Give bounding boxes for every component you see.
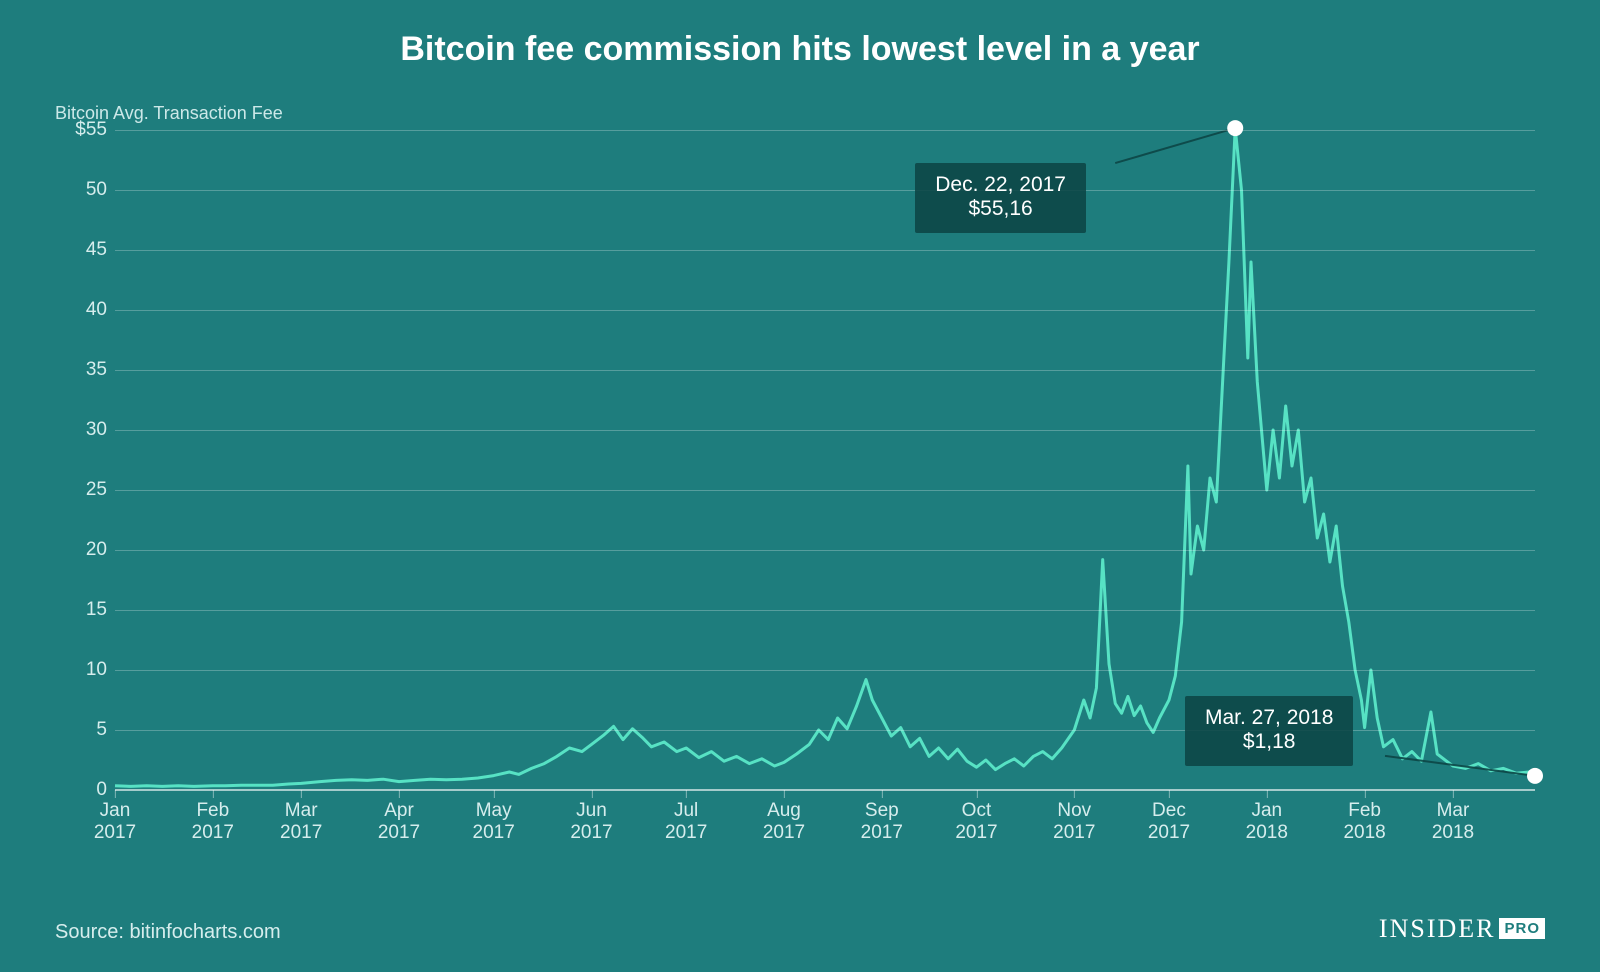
gridline <box>115 310 1535 311</box>
fee-series-line <box>115 128 1535 786</box>
source-text: Source: bitinfocharts.com <box>55 921 281 944</box>
x-tick-label: Jul2017 <box>665 800 707 844</box>
plot-wrap: Bitcoin Avg. Transaction Fee $5550454035… <box>55 103 1545 830</box>
brand-name: INSIDER <box>1379 914 1496 943</box>
x-tick-label: Oct2017 <box>955 800 997 844</box>
gridline <box>115 130 1535 131</box>
callout-leader-peak <box>1115 128 1235 163</box>
brand-logo: INSIDERPRO <box>1379 914 1545 944</box>
x-tick-label: Jun2017 <box>570 800 612 844</box>
y-tick-label: 20 <box>86 539 107 561</box>
x-axis-baseline <box>115 789 1535 791</box>
y-axis-label: Bitcoin Avg. Transaction Fee <box>55 103 1545 124</box>
x-tick-label: Jan2018 <box>1246 800 1288 844</box>
y-tick-label: 35 <box>86 359 107 381</box>
gridline <box>115 370 1535 371</box>
callout-value: $55,16 <box>935 197 1066 221</box>
x-tick-label: Feb2017 <box>192 800 234 844</box>
x-ticks: Jan2017Feb2017Mar2017Apr2017May2017Jun20… <box>115 800 1535 860</box>
chart-title: Bitcoin fee commission hits lowest level… <box>55 30 1545 69</box>
x-tick-label: Sep2017 <box>861 800 903 844</box>
gridline <box>115 190 1535 191</box>
y-ticks: $5550454035302520151050 <box>55 130 115 790</box>
callout-leader-end <box>1385 756 1535 776</box>
plot-area: $5550454035302520151050 Dec. 22, 2017$55… <box>55 130 1545 830</box>
chart-svg <box>115 130 1535 790</box>
x-tick-label: Dec2017 <box>1148 800 1190 844</box>
callout-value: $1,18 <box>1205 730 1333 754</box>
gridline <box>115 610 1535 611</box>
y-tick-label: $55 <box>75 119 107 141</box>
brand-pro-badge: PRO <box>1499 918 1545 939</box>
callout-point-peak <box>1227 120 1243 136</box>
callout-box-peak: Dec. 22, 2017$55,16 <box>915 163 1086 233</box>
x-tick-label: Mar2017 <box>280 800 322 844</box>
x-tick-label: Nov2017 <box>1053 800 1095 844</box>
x-tick-label: May2017 <box>473 800 515 844</box>
gridline <box>115 430 1535 431</box>
callout-box-end: Mar. 27, 2018$1,18 <box>1185 696 1353 766</box>
x-tick-label: Aug2017 <box>763 800 805 844</box>
chart-container: Bitcoin fee commission hits lowest level… <box>0 0 1600 972</box>
chart-footer: Source: bitinfocharts.com INSIDERPRO <box>55 914 1545 944</box>
callout-date: Dec. 22, 2017 <box>935 173 1066 197</box>
x-tick-label: Feb2018 <box>1343 800 1385 844</box>
x-tick-label: Apr2017 <box>378 800 420 844</box>
callout-date: Mar. 27, 2018 <box>1205 706 1333 730</box>
callout-point-end <box>1527 768 1543 784</box>
gridline <box>115 550 1535 551</box>
x-tick-label: Jan2017 <box>94 800 136 844</box>
y-tick-label: 30 <box>86 419 107 441</box>
y-tick-label: 50 <box>86 179 107 201</box>
y-tick-label: 40 <box>86 299 107 321</box>
gridline <box>115 490 1535 491</box>
y-tick-label: 10 <box>86 659 107 681</box>
y-tick-label: 15 <box>86 599 107 621</box>
y-tick-label: 0 <box>96 779 107 801</box>
y-tick-label: 5 <box>96 719 107 741</box>
y-tick-label: 25 <box>86 479 107 501</box>
gridline <box>115 250 1535 251</box>
y-tick-label: 45 <box>86 239 107 261</box>
grid-area: Dec. 22, 2017$55,16 Mar. 27, 2018$1,18 <box>115 130 1535 790</box>
gridline <box>115 670 1535 671</box>
x-tick-label: Mar2018 <box>1432 800 1474 844</box>
